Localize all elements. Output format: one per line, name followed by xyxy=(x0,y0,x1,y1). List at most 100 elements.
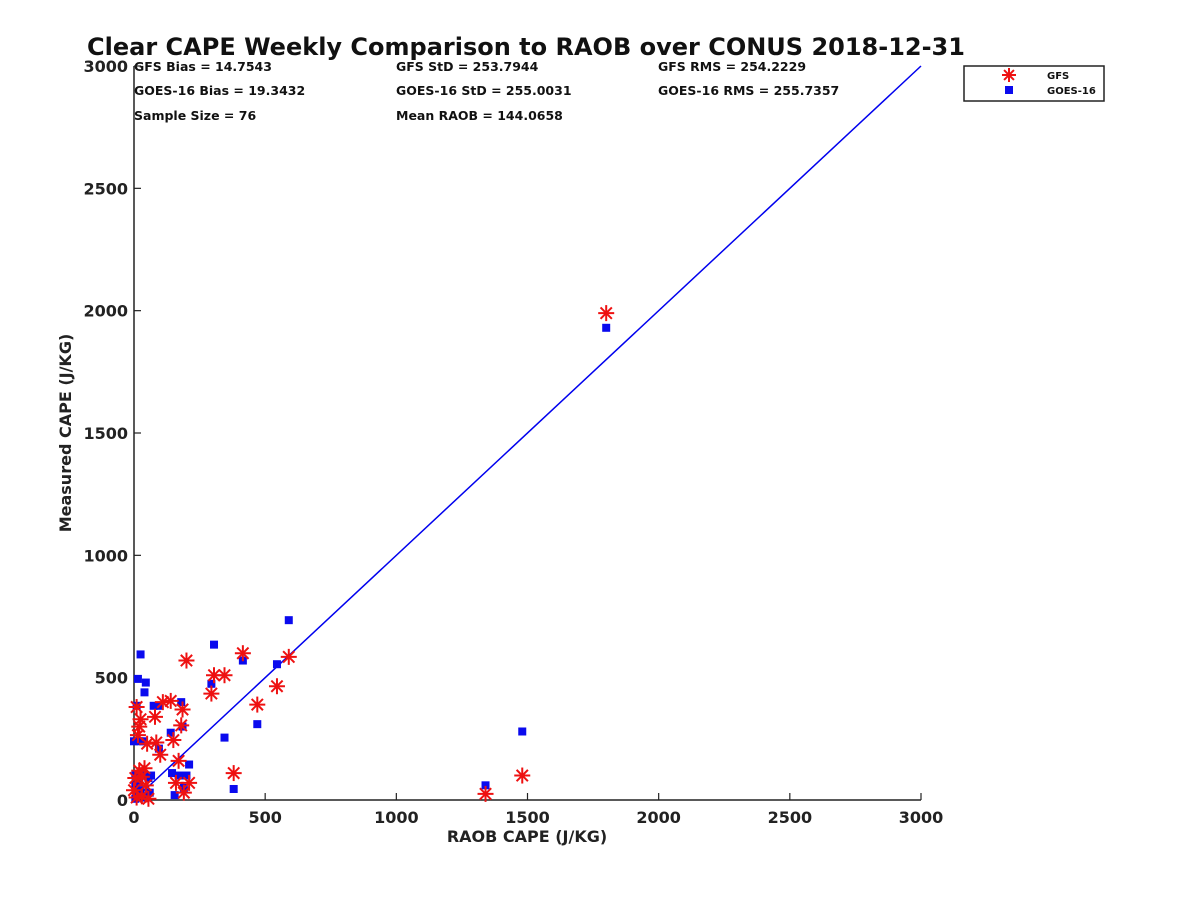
asterisk-stroke xyxy=(182,776,196,790)
gfs-point xyxy=(181,774,198,791)
asterisk-stroke xyxy=(1003,69,1015,81)
goes-16-point xyxy=(170,791,179,800)
gfs-point xyxy=(128,699,145,716)
stat-goes-bias: GOES-16 Bias = 19.3432 xyxy=(134,83,305,98)
legend-box xyxy=(963,65,1105,102)
asterisk-stroke xyxy=(207,668,221,682)
asterisk-stroke xyxy=(250,698,264,711)
asterisk-stroke xyxy=(131,728,145,742)
chart-title: Clear CAPE Weekly Comparison to RAOB ove… xyxy=(87,33,965,61)
asterisk-stroke xyxy=(127,783,141,797)
goes-16-point xyxy=(185,760,194,769)
goes-16-point xyxy=(168,769,177,778)
x-tick-label: 1000 xyxy=(374,808,419,827)
stat-goes-rms: GOES-16 RMS = 255.7357 xyxy=(658,83,839,98)
goes-16-point xyxy=(177,698,186,707)
asterisk-stroke xyxy=(227,766,241,780)
x-tick-label: 0 xyxy=(128,808,139,827)
gfs-point xyxy=(129,727,146,744)
gfs-point xyxy=(146,708,163,725)
stat-gfs-std: GFS StD = 253.7944 xyxy=(396,59,539,74)
gfs-point xyxy=(173,717,190,734)
reference-line-group xyxy=(133,65,922,801)
asterisk-stroke xyxy=(176,703,189,716)
y-tick-label: 2500 xyxy=(83,179,128,198)
x-tick-label: 1500 xyxy=(505,808,550,827)
goes-16-point xyxy=(210,640,219,649)
goes-16-point xyxy=(141,678,150,687)
y-tick-label: 0 xyxy=(117,791,128,810)
asterisk-stroke xyxy=(164,694,178,708)
gfs-point xyxy=(598,305,615,322)
asterisk-stroke xyxy=(166,733,180,747)
legend: GFS GOES-16 xyxy=(963,65,1105,102)
asterisk-stroke xyxy=(236,646,250,660)
asterisk-stroke xyxy=(282,650,296,664)
x-axis-label: RAOB CAPE (J/KG) xyxy=(447,827,607,846)
legend-gfs-asterisk-icon xyxy=(1002,68,1016,82)
stat-gfs-bias: GFS Bias = 14.7543 xyxy=(134,59,272,74)
y-tick-label: 500 xyxy=(95,669,128,688)
asterisk-stroke xyxy=(140,737,154,751)
x-tick-label: 2000 xyxy=(636,808,681,827)
y-tick-label: 2000 xyxy=(83,302,128,321)
y-tick-label: 1500 xyxy=(83,424,128,443)
asterisk-stroke xyxy=(177,786,191,800)
x-tick-label: 500 xyxy=(248,808,281,827)
asterisk-stroke xyxy=(172,754,185,768)
stat-mean-raob: Mean RAOB = 144.0658 xyxy=(396,108,563,123)
asterisk-stroke xyxy=(169,776,183,790)
axis-ticks: 0 500 1000 1500 2000 2500 3000 0 500 1000 1500 2000… xyxy=(83,57,943,827)
asterisk-stroke xyxy=(132,764,146,778)
goes-16-point xyxy=(207,679,216,688)
goes-16-point xyxy=(220,733,229,742)
asterisk-stroke xyxy=(149,736,163,749)
gfs-point xyxy=(170,752,187,769)
asterisk-stroke xyxy=(205,687,218,700)
one-to-one-line xyxy=(133,65,922,801)
gfs-point xyxy=(165,732,182,749)
goes-16-point xyxy=(130,737,138,746)
asterisk-stroke xyxy=(153,748,167,762)
asterisk-stroke xyxy=(139,778,153,792)
gfs-point xyxy=(178,652,195,669)
legend-goes-label: GOES-16 xyxy=(1047,86,1096,97)
asterisk-stroke xyxy=(130,700,143,714)
gfs-point xyxy=(154,694,171,711)
gfs-point xyxy=(206,667,223,684)
stat-goes-std: GOES-16 StD = 255.0031 xyxy=(396,83,572,98)
asterisk-stroke xyxy=(218,668,231,682)
goes-16-point xyxy=(166,728,175,737)
legend-goes-square-icon xyxy=(1005,86,1013,94)
goes-16-point xyxy=(518,727,527,736)
asterisk-stroke xyxy=(180,654,193,667)
legend-gfs-asterisk xyxy=(1002,68,1016,82)
gfs-point xyxy=(234,645,251,662)
y-axis-label: Measured CAPE (J/KG) xyxy=(56,334,75,533)
asterisk-stroke xyxy=(156,695,170,709)
data-points xyxy=(126,305,615,807)
gfs-point xyxy=(137,777,154,794)
goes-16-point xyxy=(272,660,281,669)
stat-sample-size: Sample Size = 76 xyxy=(134,108,256,123)
gfs-point xyxy=(477,785,494,802)
legend-gfs-label: GFS xyxy=(1047,71,1069,82)
goes-16-point xyxy=(140,688,149,697)
gfs-point xyxy=(140,790,157,807)
goes-16-point xyxy=(182,771,191,780)
x-tick-label: 3000 xyxy=(899,808,944,827)
gfs-point xyxy=(268,678,285,695)
gfs-point xyxy=(249,696,266,713)
y-tick-label: 1000 xyxy=(83,546,128,565)
goes-16-point xyxy=(149,701,158,710)
asterisk-stroke xyxy=(270,679,284,693)
goes-16-point xyxy=(133,674,142,683)
asterisk-stroke xyxy=(174,719,188,732)
goes-16-point xyxy=(602,323,611,332)
asterisk-stroke xyxy=(142,792,155,806)
goes-16-point xyxy=(136,650,145,659)
gfs-point xyxy=(514,767,531,784)
asterisk-stroke xyxy=(479,787,492,801)
